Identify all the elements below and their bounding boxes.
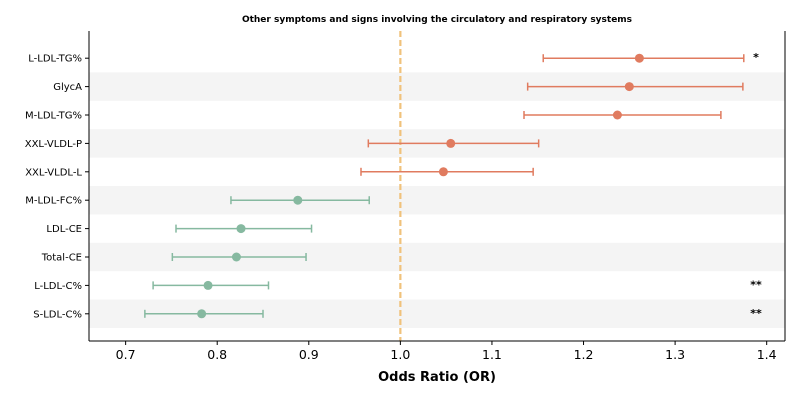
y-tick-label: LDL-CE bbox=[46, 224, 82, 235]
y-tick-label: XXL-VLDL-L bbox=[25, 167, 82, 178]
odds-ratio-point bbox=[612, 110, 622, 120]
x-tick-label: 0.8 bbox=[207, 347, 227, 362]
chart-title: Other symptoms and signs involving the c… bbox=[242, 15, 632, 25]
x-tick-label: 0.7 bbox=[116, 347, 136, 362]
x-tick-label: 1.0 bbox=[390, 347, 410, 362]
forest-row: LDL-CE bbox=[46, 224, 313, 235]
x-axis-label: Odds Ratio (OR) bbox=[378, 370, 496, 385]
y-tick-label: GlycA bbox=[53, 82, 82, 93]
forest-row: GlycA bbox=[53, 82, 744, 93]
significance-marker: ** bbox=[750, 278, 762, 291]
x-tick-label: 0.9 bbox=[299, 347, 319, 362]
y-tick-label: L-LDL-C% bbox=[34, 281, 82, 292]
row-band bbox=[89, 186, 785, 215]
y-tick-label: M-LDL-TG% bbox=[25, 111, 82, 122]
significance-marker: ** bbox=[750, 307, 762, 320]
y-tick-label: S-LDL-C% bbox=[33, 309, 82, 320]
axes bbox=[88, 31, 786, 342]
odds-ratio-point bbox=[634, 53, 644, 63]
forest-row: M-LDL-FC% bbox=[25, 195, 370, 207]
forest-row: XXL-VLDL-P bbox=[25, 138, 540, 150]
significance-marker: * bbox=[753, 51, 759, 64]
y-tick-label: M-LDL-FC% bbox=[25, 196, 82, 207]
odds-ratio-point bbox=[203, 280, 213, 290]
x-axis-ticks: 0.7 0.8 0.9 1.0 1.1 1.2 1.3 1.4 bbox=[116, 341, 777, 362]
odds-ratio-point bbox=[197, 309, 207, 319]
x-tick-label: 1.2 bbox=[574, 347, 594, 362]
odds-ratio-point bbox=[293, 195, 303, 205]
x-tick-label: 1.3 bbox=[665, 347, 685, 362]
y-tick-label: L-LDL-TG% bbox=[28, 54, 82, 65]
odds-ratio-point bbox=[446, 138, 456, 148]
odds-ratio-point bbox=[624, 82, 634, 92]
forest-row: L-LDL-TG% * bbox=[28, 51, 759, 64]
odds-ratio-point bbox=[236, 224, 246, 234]
forest-row: XXL-VLDL-L bbox=[25, 167, 534, 178]
odds-ratio-point bbox=[438, 167, 448, 177]
x-tick-label: 1.1 bbox=[482, 347, 502, 362]
data-rows: L-LDL-TG% * GlycA M-LDL-TG% XXL-VLDL-P XXL-VL… bbox=[25, 51, 762, 320]
y-tick-label: XXL-VLDL-P bbox=[25, 139, 82, 150]
odds-ratio-point bbox=[231, 252, 241, 262]
row-bands bbox=[89, 72, 785, 328]
forest-row: L-LDL-C% ** bbox=[34, 278, 762, 292]
x-tick-label: 1.4 bbox=[757, 347, 777, 362]
forest-row: Total-CE bbox=[41, 252, 307, 264]
forest-row: S-LDL-C% ** bbox=[33, 307, 762, 321]
forest-row: M-LDL-TG% bbox=[25, 110, 722, 122]
y-tick-label: Total-CE bbox=[41, 253, 82, 264]
